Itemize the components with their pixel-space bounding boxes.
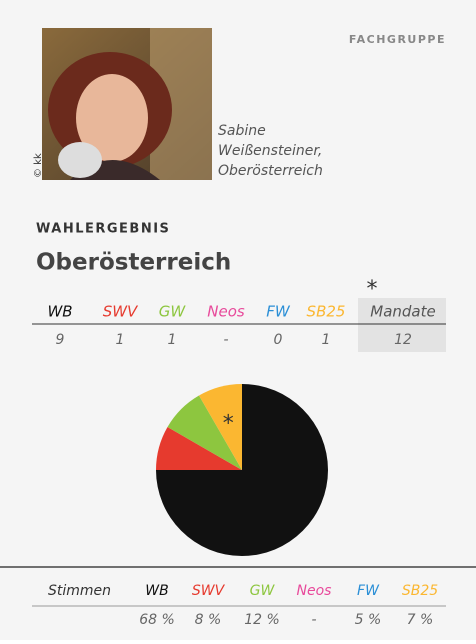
column-header: GW xyxy=(159,303,187,321)
page: © kk FACHGRUPPE Sabine Weißensteiner, Ob… xyxy=(0,0,476,640)
column-header: WB xyxy=(47,303,72,321)
photo xyxy=(42,28,212,180)
column-header: SB25 xyxy=(307,303,346,321)
stimmen-value: 68 % xyxy=(139,612,175,628)
column-header: SB25 xyxy=(402,583,438,599)
column-header: Neos xyxy=(297,583,332,599)
column-header: WB xyxy=(145,583,168,599)
mandate-value: 1 xyxy=(116,332,125,348)
column-header: FW xyxy=(357,583,380,599)
stimmen-value: 7 % xyxy=(407,612,434,628)
column-header: Mandate xyxy=(370,303,435,321)
section-title: Oberösterreich xyxy=(36,250,231,276)
caption: Oberösterreich xyxy=(218,163,323,179)
mandate-value: 9 xyxy=(56,332,65,348)
note-mark: * xyxy=(367,277,378,302)
section-label: FACHGRUPPE xyxy=(349,33,446,46)
mandate-value: 0 xyxy=(274,332,283,348)
caption: Weißensteiner, xyxy=(218,143,322,159)
mandate-value: 12 xyxy=(394,332,412,348)
mandate-value: 1 xyxy=(322,332,331,348)
stimmen-value: - xyxy=(311,612,316,628)
stimmen-value: 12 % xyxy=(244,612,280,628)
column-header: Neos xyxy=(207,303,245,321)
column-header: GW xyxy=(250,583,276,599)
caption: Sabine xyxy=(218,123,266,139)
column-header: SWV xyxy=(103,303,139,321)
stimmen-value: 5 % xyxy=(355,612,382,628)
note-mark: * xyxy=(223,411,234,436)
stimmen-value: 8 % xyxy=(195,612,222,628)
photo-credit: © kk xyxy=(33,153,44,178)
row-label: Stimmen xyxy=(48,583,111,599)
section-label: WAHLERGEBNIS xyxy=(36,222,170,237)
column-header: FW xyxy=(266,303,291,321)
mandate-value: 1 xyxy=(168,332,177,348)
column-header: SWV xyxy=(192,583,226,599)
mandate-value: - xyxy=(223,332,228,348)
